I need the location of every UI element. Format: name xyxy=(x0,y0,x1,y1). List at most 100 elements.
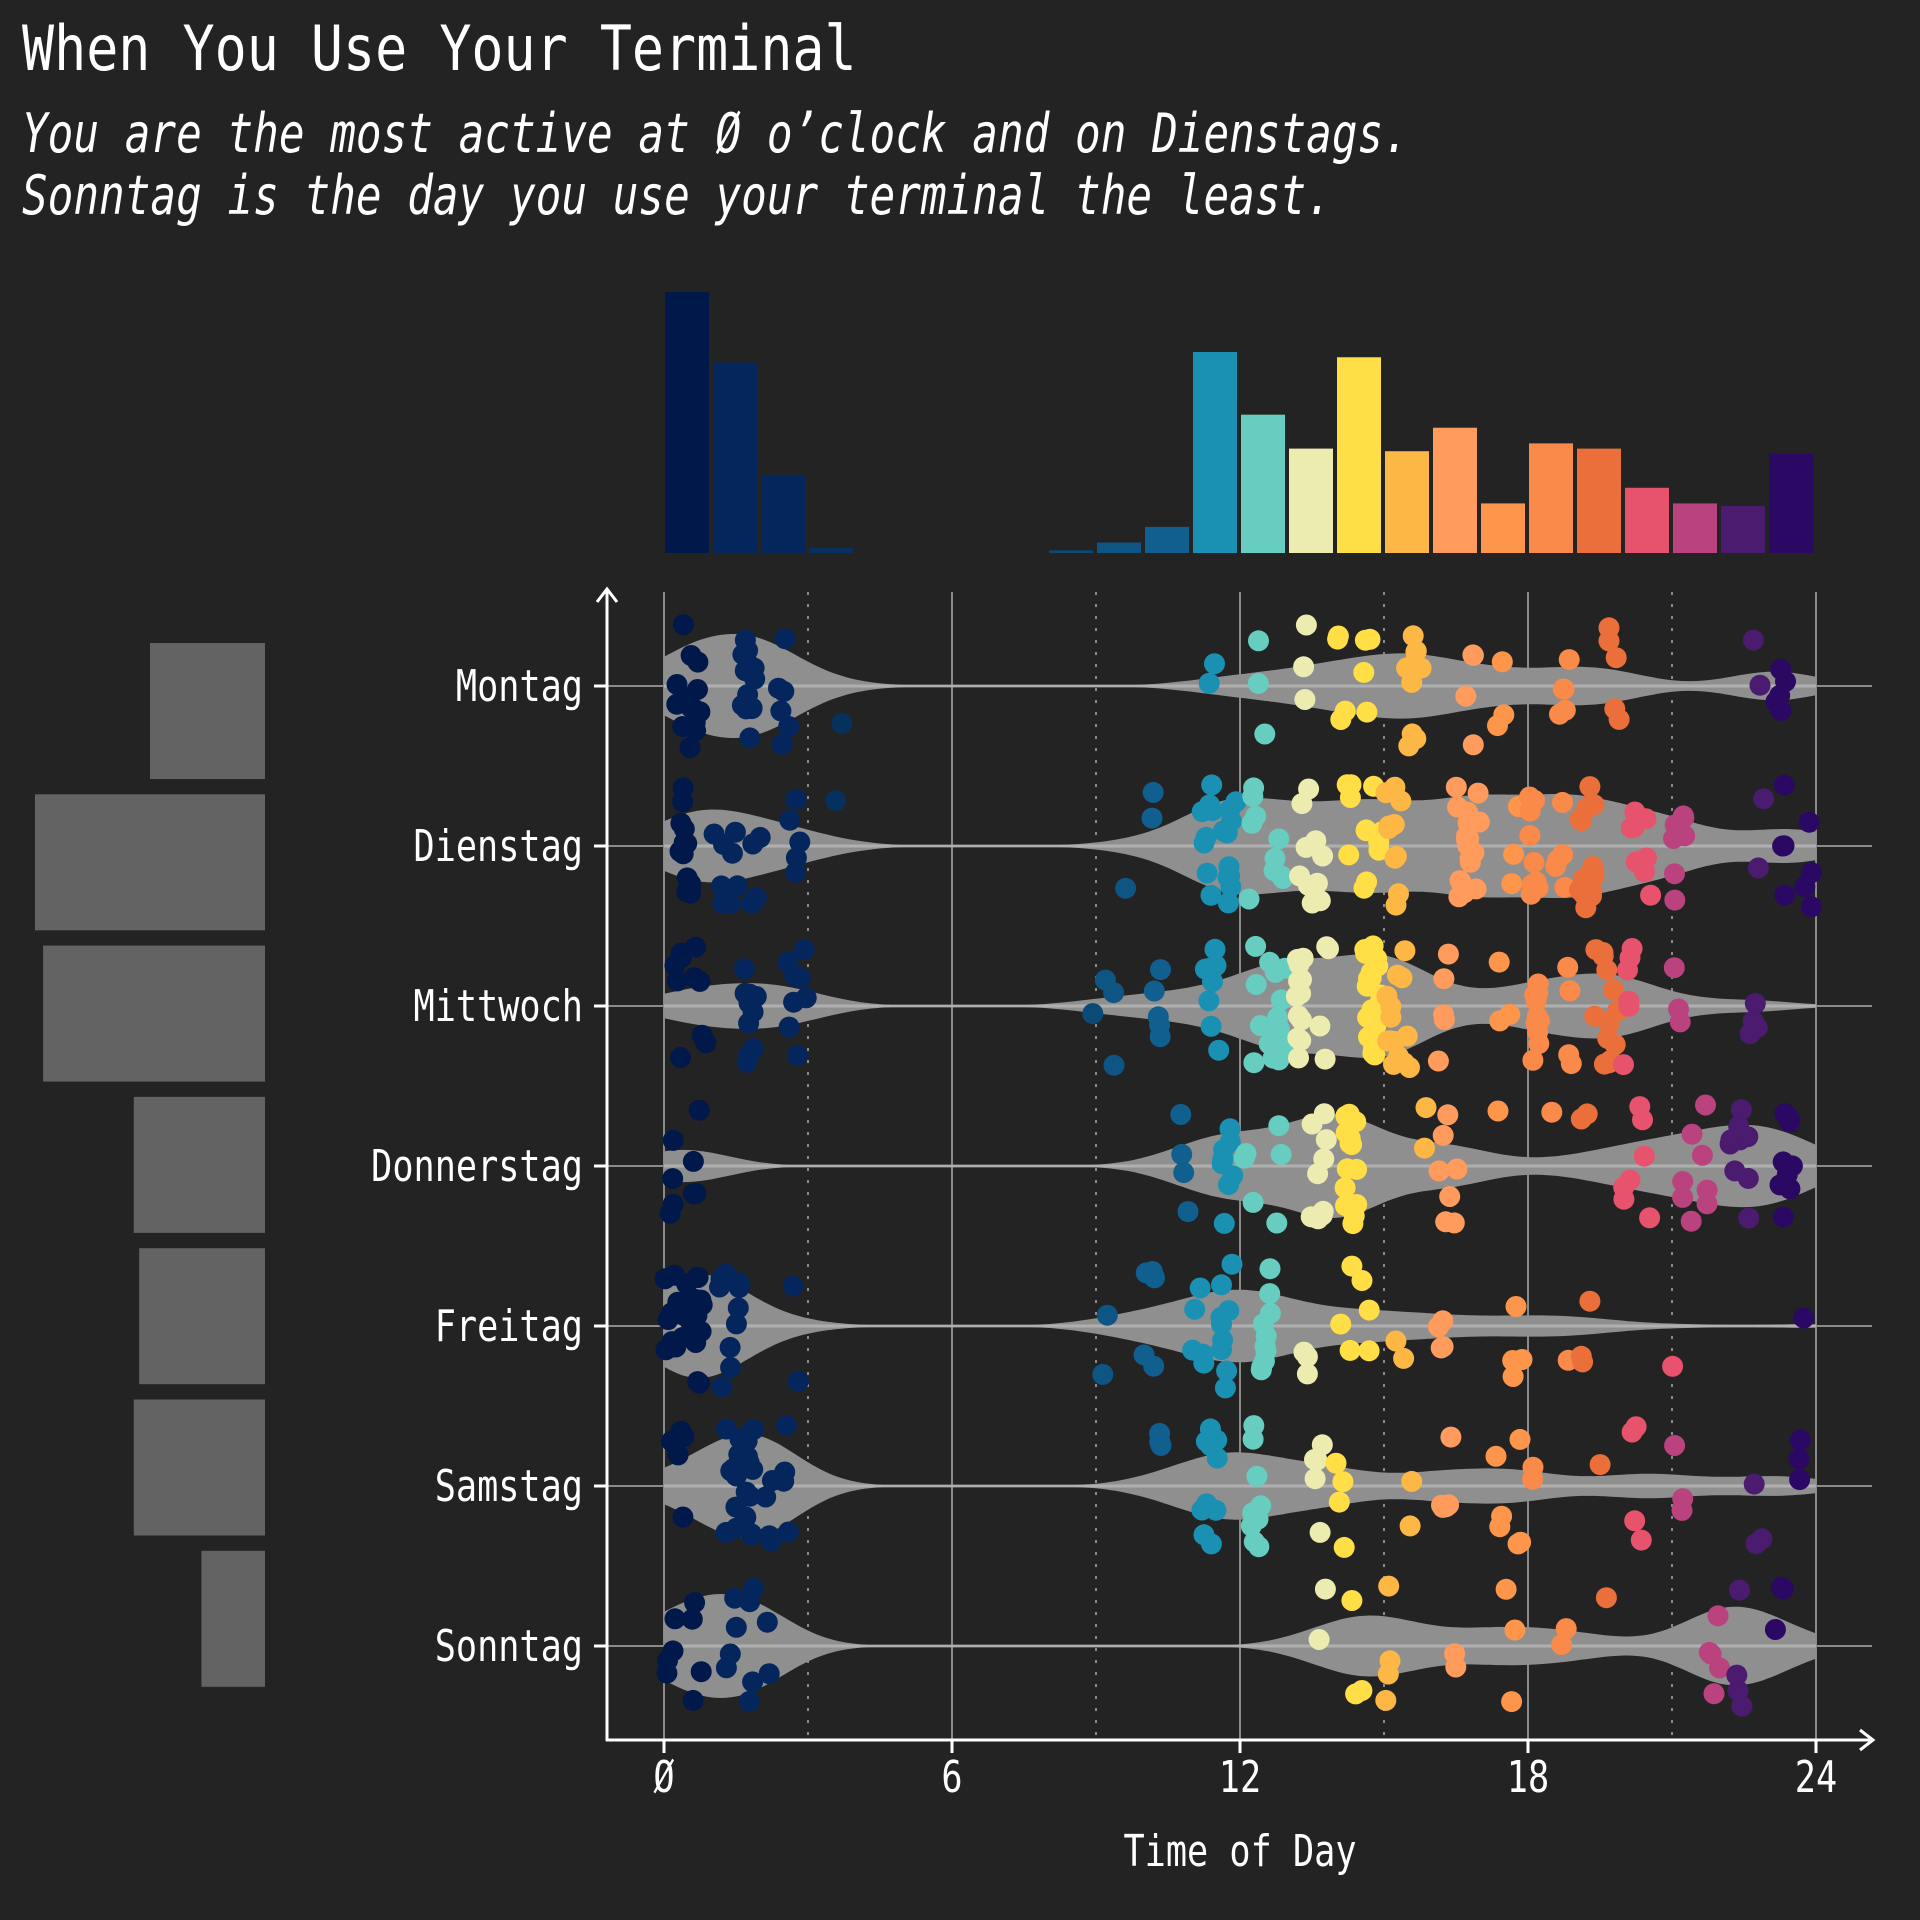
data-point xyxy=(1772,1206,1794,1228)
data-point xyxy=(1204,653,1225,675)
data-point xyxy=(666,674,688,695)
data-point xyxy=(1770,658,1792,680)
data-point xyxy=(1522,1049,1544,1071)
data-point xyxy=(1385,1330,1407,1352)
data-point xyxy=(688,1099,710,1121)
data-point xyxy=(771,733,793,755)
data-point xyxy=(1502,1366,1524,1387)
data-point xyxy=(1243,1531,1265,1553)
data-point xyxy=(1557,956,1579,978)
data-point xyxy=(1551,1634,1573,1656)
data-point xyxy=(1267,1007,1289,1028)
data-point xyxy=(1339,1132,1361,1154)
data-point xyxy=(727,875,748,897)
data-point xyxy=(1368,839,1390,861)
data-point xyxy=(1801,862,1822,884)
data-point xyxy=(1445,1656,1467,1678)
data-point xyxy=(680,645,702,666)
data-point xyxy=(662,1168,684,1190)
data-point xyxy=(1216,1360,1238,1382)
data-point xyxy=(1198,672,1220,694)
data-point xyxy=(768,677,789,699)
hist-bar-hour-0 xyxy=(665,292,709,553)
day-bar-mittwoch xyxy=(43,945,265,1082)
data-point xyxy=(1613,1054,1634,1076)
day-bar-freitag xyxy=(139,1248,265,1385)
data-point xyxy=(1330,1313,1352,1335)
data-point xyxy=(1149,1014,1171,1036)
data-point xyxy=(1245,935,1267,957)
data-point xyxy=(734,982,756,1004)
data-point xyxy=(1264,961,1286,983)
data-point xyxy=(1205,955,1227,977)
data-point xyxy=(1300,1206,1322,1228)
data-point xyxy=(1707,1605,1729,1627)
data-point xyxy=(1238,888,1260,910)
data-point xyxy=(1608,708,1630,730)
data-point xyxy=(1635,847,1657,869)
y-tick-label-donnerstag: Donnerstag xyxy=(371,1141,583,1192)
data-point xyxy=(1378,1575,1400,1597)
data-point xyxy=(778,1016,800,1038)
data-point xyxy=(1618,995,1640,1017)
data-point xyxy=(662,1193,684,1215)
data-point xyxy=(1391,967,1413,989)
data-point xyxy=(1255,1325,1277,1347)
y-tick-label-samstag: Samstag xyxy=(435,1461,583,1512)
data-point xyxy=(719,1643,741,1665)
data-point xyxy=(1439,1186,1461,1207)
hist-bar-hour-2 xyxy=(761,474,805,553)
y-axis-arrow-icon xyxy=(595,586,619,603)
data-point xyxy=(1510,1531,1532,1553)
data-point xyxy=(749,826,771,848)
data-point xyxy=(1364,1044,1386,1066)
y-tick-label-dienstag: Dienstag xyxy=(414,821,583,872)
data-point xyxy=(1703,1683,1725,1705)
data-point xyxy=(782,1275,804,1297)
data-point xyxy=(1144,1267,1165,1289)
data-point xyxy=(1738,1207,1760,1229)
data-point xyxy=(1254,723,1276,745)
data-point xyxy=(1774,1103,1796,1125)
data-point xyxy=(727,1297,749,1319)
data-point xyxy=(1435,1496,1457,1518)
data-point xyxy=(1219,1131,1241,1153)
data-point xyxy=(1465,878,1487,900)
data-point xyxy=(1334,1177,1356,1199)
data-point xyxy=(1555,1618,1577,1640)
data-point xyxy=(1103,1054,1125,1076)
data-point xyxy=(1092,1363,1114,1385)
data-point xyxy=(1294,689,1316,710)
data-point xyxy=(1519,800,1541,822)
data-point xyxy=(684,1592,706,1614)
data-point xyxy=(1415,1097,1437,1119)
hist-bar-hour-23 xyxy=(1769,453,1813,553)
data-point xyxy=(1334,700,1356,722)
data-point xyxy=(1547,849,1569,871)
data-point xyxy=(1798,811,1820,833)
data-point xyxy=(793,939,815,961)
hist-bar-hour-15 xyxy=(1385,451,1429,553)
data-point xyxy=(1246,1465,1268,1487)
data-point xyxy=(662,1640,684,1662)
data-point xyxy=(1487,715,1508,737)
data-point xyxy=(1192,1343,1214,1365)
data-point xyxy=(1527,982,1549,1004)
data-point xyxy=(1393,1347,1415,1369)
data-point xyxy=(1624,1510,1646,1532)
data-point xyxy=(1171,1143,1193,1165)
hist-bar-hour-20 xyxy=(1625,487,1669,553)
data-point xyxy=(723,1458,745,1479)
data-point xyxy=(739,727,761,749)
data-point xyxy=(1177,1201,1199,1223)
data-point xyxy=(661,1331,683,1353)
data-point xyxy=(1304,1468,1326,1490)
data-point xyxy=(1737,1126,1759,1148)
data-point xyxy=(1314,1578,1336,1600)
data-point xyxy=(1432,1310,1454,1332)
data-point xyxy=(775,1415,797,1436)
y-tick-label-freitag: Freitag xyxy=(435,1301,583,1352)
data-point xyxy=(1572,868,1594,890)
data-point xyxy=(719,1336,741,1358)
data-point xyxy=(680,696,702,718)
